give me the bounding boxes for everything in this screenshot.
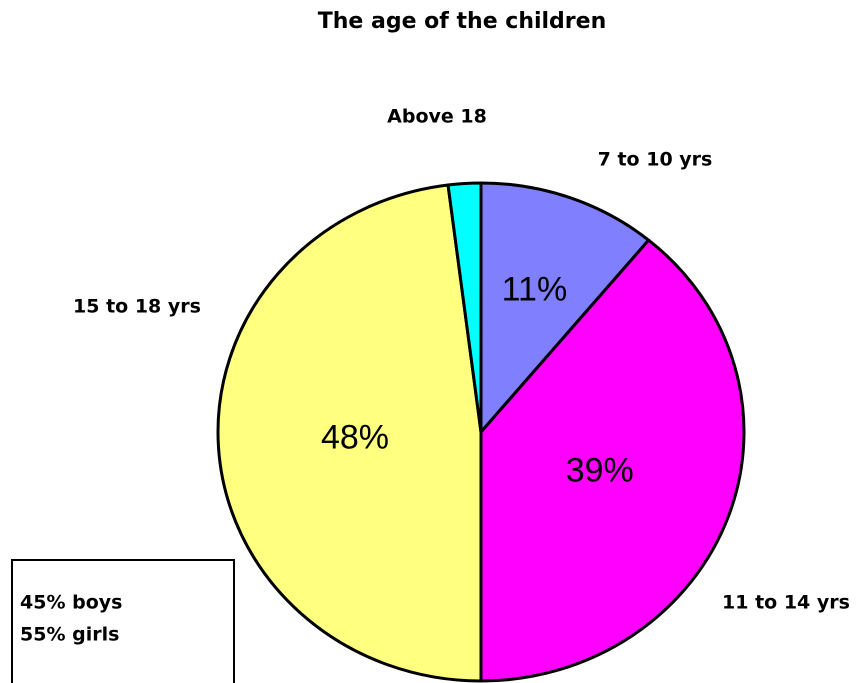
pie-slice — [446, 181, 483, 434]
annotation: 45% boys — [20, 592, 122, 614]
pie-slice — [479, 238, 746, 683]
category-label: 15 to 18 yrs — [73, 296, 201, 318]
category-label: 11 to 14 yrs — [722, 592, 850, 614]
pie-slice — [216, 183, 483, 683]
value-label: 48% — [321, 418, 389, 456]
category-label: Above 18 — [387, 106, 487, 128]
value-label: 11% — [502, 270, 568, 308]
value-label: 39% — [566, 451, 634, 489]
chart-title: The age of the children — [318, 9, 607, 34]
pie — [216, 181, 746, 683]
category-label: 7 to 10 yrs — [598, 149, 713, 171]
annotation-box — [11, 559, 235, 683]
annotation: 55% girls — [20, 624, 119, 646]
pie-slice — [479, 181, 651, 434]
